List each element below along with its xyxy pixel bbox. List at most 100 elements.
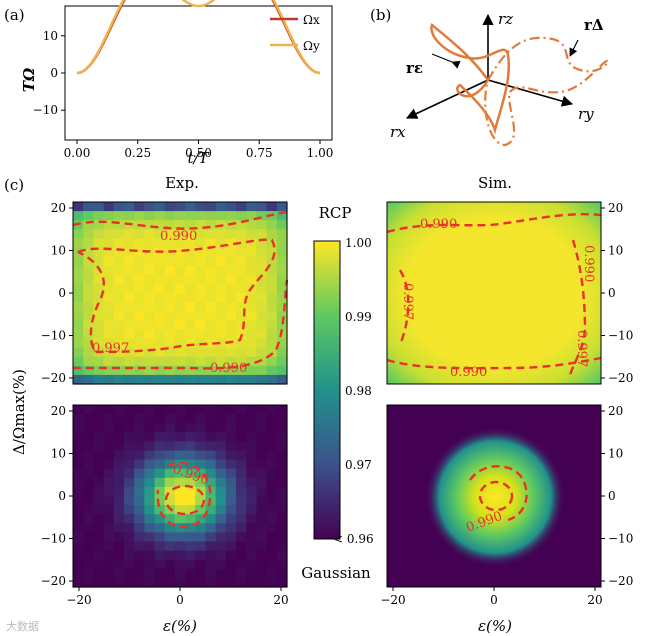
- heatmap-cell: [73, 541, 84, 552]
- heatmap-cell: [174, 514, 186, 524]
- heatmap-cell: [103, 256, 115, 267]
- heatmap-cell: [225, 374, 237, 385]
- heatmap-cell: [103, 550, 115, 561]
- heatmap-cell: [225, 202, 237, 212]
- heatmap-cell: [113, 283, 125, 294]
- heatmap-cell: [215, 374, 227, 385]
- heatmap-cell: [266, 459, 278, 470]
- heatmap-cell: [83, 338, 94, 349]
- heatmap-cell: [266, 414, 278, 424]
- heatmap-cell: [113, 256, 125, 267]
- heatmap-cell: [185, 468, 196, 479]
- heatmap-cell: [256, 302, 268, 312]
- heatmap-cell: [276, 220, 288, 230]
- heatmap-cell: [246, 274, 258, 285]
- heatmap-cell: [103, 423, 115, 433]
- heatmap-cell: [113, 274, 125, 285]
- heatmap-cell: [73, 459, 84, 470]
- heatmap-cell: [225, 505, 237, 515]
- heatmap-cell: [154, 229, 166, 239]
- heatmap-cell: [246, 238, 258, 249]
- heatmap-cell: [225, 229, 237, 239]
- heatmap-cell: [215, 568, 227, 579]
- heatmap-cell: [185, 568, 196, 579]
- heatmap-cell: [215, 202, 227, 212]
- heatmap-cell: [123, 477, 135, 488]
- pointer-r-delta: [569, 39, 579, 57]
- heatmap-cell: [154, 468, 166, 479]
- heatmap-exp-top: 0.990 0.997 0.990: [72, 201, 289, 385]
- heatmap-cell: [205, 414, 217, 424]
- heatmap-cell: [154, 514, 166, 524]
- heatmap-cell: [246, 365, 258, 376]
- heatmap-cell: [83, 247, 94, 258]
- heatmap-cell: [215, 283, 227, 294]
- heatmap-cell: [83, 514, 94, 524]
- heatmap-cell: [154, 356, 166, 367]
- heatmap-cell: [236, 274, 247, 285]
- heatmap-cell: [195, 229, 207, 239]
- heatmap-cell: [174, 505, 186, 515]
- heatmap-cell: [154, 559, 166, 570]
- heatmap-exp-bottom-cells: [73, 405, 288, 588]
- colorbar-bar: [313, 240, 341, 540]
- heatmap-cell: [83, 320, 94, 330]
- heatmap-cell: [154, 577, 166, 588]
- heatmap-cell: [93, 338, 105, 349]
- c-ytick-label: 0: [58, 489, 66, 503]
- heatmap-cell: [195, 405, 207, 415]
- heatmap-cell: [276, 441, 288, 452]
- heatmap-cell: [205, 202, 217, 212]
- heatmap-cell: [225, 329, 237, 340]
- c-ytick-label: 0: [608, 489, 616, 503]
- heatmap-cell: [134, 532, 145, 543]
- heatmap-cell: [215, 496, 227, 506]
- heatmap-cell: [256, 505, 268, 515]
- heatmap-cell: [123, 329, 135, 340]
- heatmap-cell: [123, 202, 135, 212]
- heatmap-cell: [174, 550, 186, 561]
- heatmap-cell: [236, 559, 247, 570]
- heatmap-cell: [134, 423, 145, 433]
- heatmap-cell: [83, 532, 94, 543]
- heatmap-cell: [144, 302, 156, 312]
- heatmap-cell: [205, 532, 217, 543]
- heatmap-cell: [144, 532, 156, 543]
- heatmap-cell: [195, 450, 207, 461]
- heatmap-cell: [236, 338, 247, 349]
- c-ytick-label: 10: [608, 447, 623, 461]
- heatmap-cell: [215, 329, 227, 340]
- heatmap-sim-top: 0.990 0.997 0.990 0.997 0.990: [386, 201, 602, 385]
- heatmap-cell: [144, 577, 156, 588]
- heatmap-cell: [164, 365, 176, 376]
- heatmap-cell: [83, 523, 94, 533]
- heatmap-cell: [93, 505, 105, 515]
- heatmap-cell: [73, 505, 84, 515]
- heatmap-cell: [123, 505, 135, 515]
- heatmap-cell: [225, 432, 237, 442]
- heatmap-cell: [93, 496, 105, 506]
- heatmap-cell: [123, 459, 135, 470]
- heatmap-cell: [205, 441, 217, 452]
- heatmap-cell: [205, 356, 217, 367]
- heatmap-cell: [276, 320, 288, 330]
- heatmap-cell: [113, 293, 125, 303]
- heatmap-cell: [236, 265, 247, 276]
- c-ytick-label: 20: [51, 404, 66, 418]
- panel-a-plot: 0.00 0.25 0.50 0.75 1.00 −10 0 10: [33, 0, 333, 160]
- heatmap-cell: [144, 347, 156, 358]
- heatmap-cell: [113, 577, 125, 588]
- heatmap-cell: [246, 514, 258, 524]
- heatmap-cell: [236, 459, 247, 470]
- heatmap-cell: [123, 374, 135, 385]
- heatmap-cell: [93, 302, 105, 312]
- heatmap-cell: [103, 414, 115, 424]
- heatmap-cell: [215, 559, 227, 570]
- heatmap-cell: [246, 220, 258, 230]
- heatmap-cell: [246, 468, 258, 479]
- xlabel-exp: ε(%): [163, 617, 197, 635]
- heatmap-cell: [225, 283, 237, 294]
- heatmap-cell: [276, 432, 288, 442]
- heatmap-cell: [195, 496, 207, 506]
